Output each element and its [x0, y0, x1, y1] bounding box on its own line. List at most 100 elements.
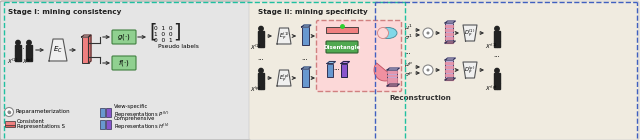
- Text: $X^{(p)}$: $X^{(p)}$: [250, 85, 262, 94]
- Polygon shape: [387, 75, 397, 76]
- Text: Stage II: mining specificity: Stage II: mining specificity: [258, 9, 368, 15]
- Bar: [494, 41, 497, 47]
- Bar: [258, 31, 264, 41]
- Text: $g(\cdot)$: $g(\cdot)$: [117, 32, 131, 42]
- Circle shape: [4, 108, 13, 116]
- Circle shape: [495, 26, 499, 31]
- Text: ...: ...: [19, 44, 26, 50]
- Polygon shape: [387, 68, 399, 70]
- Polygon shape: [445, 62, 453, 64]
- Text: ]: ]: [173, 23, 180, 41]
- Text: ...: ...: [493, 52, 500, 58]
- Polygon shape: [463, 62, 477, 78]
- Text: $X'^{(p)}$: $X'^{(p)}$: [484, 84, 497, 93]
- Polygon shape: [445, 70, 453, 72]
- Circle shape: [8, 110, 10, 114]
- Text: $X^{(1)}$: $X^{(1)}$: [250, 43, 262, 52]
- Text: $\mu^p$: $\mu^p$: [404, 60, 412, 70]
- Circle shape: [259, 68, 263, 73]
- Bar: [262, 41, 264, 47]
- Text: View-specific
Representations $P^{(V)}$: View-specific Representations $P^{(V)}$: [114, 104, 169, 120]
- Circle shape: [426, 32, 429, 34]
- Polygon shape: [387, 84, 397, 86]
- Polygon shape: [301, 67, 311, 69]
- Text: Consistent
Representations S: Consistent Representations S: [17, 119, 65, 129]
- Bar: [106, 120, 111, 129]
- Text: ...: ...: [258, 55, 264, 61]
- Polygon shape: [445, 41, 453, 43]
- Polygon shape: [341, 61, 349, 64]
- Bar: [445, 23, 453, 43]
- Bar: [497, 41, 500, 47]
- FancyBboxPatch shape: [317, 20, 401, 92]
- Bar: [497, 83, 500, 89]
- Polygon shape: [445, 58, 456, 60]
- Polygon shape: [387, 78, 397, 80]
- Bar: [29, 55, 32, 61]
- Text: $D_P^{(1)}$: $D_P^{(1)}$: [465, 27, 476, 39]
- Text: ...: ...: [301, 55, 308, 61]
- Circle shape: [423, 65, 433, 75]
- Polygon shape: [445, 66, 453, 68]
- Bar: [494, 83, 497, 89]
- Text: $\sigma^p$: $\sigma^p$: [404, 71, 412, 79]
- Bar: [258, 41, 260, 47]
- Bar: [327, 64, 333, 76]
- Text: Reparameterization: Reparameterization: [15, 109, 70, 115]
- Text: $f(\cdot)$: $f(\cdot)$: [118, 58, 130, 68]
- Bar: [445, 60, 453, 80]
- Circle shape: [426, 68, 429, 72]
- Polygon shape: [387, 71, 397, 73]
- Bar: [387, 70, 397, 86]
- Text: $X^{(p)}$: $X^{(p)}$: [22, 57, 34, 66]
- Polygon shape: [49, 39, 67, 61]
- Polygon shape: [463, 25, 477, 41]
- Wedge shape: [374, 63, 394, 81]
- Text: [: [: [149, 23, 157, 41]
- FancyBboxPatch shape: [112, 56, 136, 70]
- Text: Comprehensive
Representations $H^{(V)}$: Comprehensive Representations $H^{(V)}$: [114, 116, 170, 132]
- Circle shape: [259, 26, 263, 31]
- Circle shape: [423, 28, 433, 38]
- Bar: [15, 45, 21, 55]
- Text: $E_P^{(p)}$: $E_P^{(p)}$: [278, 72, 289, 84]
- Text: 0  0  1: 0 0 1: [154, 38, 173, 44]
- FancyBboxPatch shape: [249, 1, 639, 140]
- Bar: [326, 27, 358, 33]
- Polygon shape: [445, 37, 453, 39]
- Text: Disentangle: Disentangle: [323, 45, 361, 50]
- Polygon shape: [277, 28, 291, 44]
- Bar: [494, 31, 500, 41]
- Polygon shape: [445, 33, 453, 35]
- Polygon shape: [81, 35, 91, 37]
- Text: 1  0  0: 1 0 0: [154, 32, 173, 38]
- Polygon shape: [277, 70, 291, 86]
- Ellipse shape: [378, 27, 388, 38]
- Circle shape: [16, 40, 20, 45]
- Bar: [81, 37, 88, 63]
- Polygon shape: [445, 74, 453, 76]
- Text: $\mu^1$: $\mu^1$: [404, 23, 412, 33]
- Text: Stage I: mining consistency: Stage I: mining consistency: [8, 9, 122, 15]
- Bar: [106, 108, 111, 117]
- Bar: [26, 45, 32, 55]
- Bar: [258, 83, 260, 89]
- Bar: [26, 55, 29, 61]
- Text: ...: ...: [333, 65, 340, 71]
- Bar: [301, 69, 308, 87]
- Circle shape: [27, 40, 31, 45]
- Polygon shape: [301, 25, 311, 27]
- Polygon shape: [327, 61, 335, 64]
- FancyBboxPatch shape: [112, 30, 136, 44]
- Text: ...: ...: [404, 49, 412, 55]
- Text: 0  1  0: 0 1 0: [154, 26, 173, 32]
- Polygon shape: [445, 78, 453, 80]
- Polygon shape: [445, 29, 453, 31]
- Bar: [100, 108, 105, 117]
- Bar: [262, 83, 264, 89]
- Text: $E_C$: $E_C$: [53, 45, 63, 55]
- Text: $\sigma^1$: $\sigma^1$: [404, 32, 412, 42]
- Polygon shape: [445, 21, 456, 23]
- Bar: [341, 64, 347, 76]
- Polygon shape: [387, 81, 397, 83]
